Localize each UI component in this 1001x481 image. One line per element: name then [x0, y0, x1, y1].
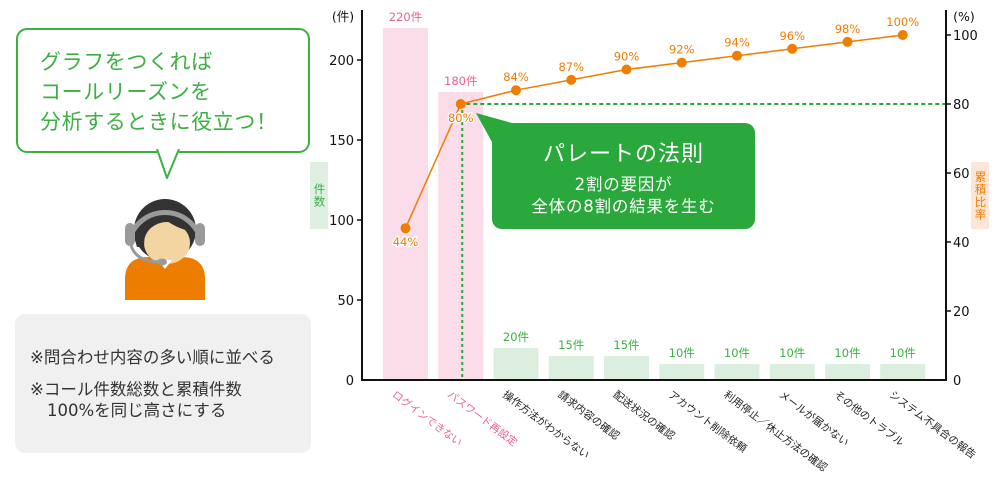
bar-value-label: 10件: [890, 346, 916, 360]
cumulative-point: [455, 99, 466, 109]
y2-tick-label: 0: [953, 374, 961, 389]
cumulative-point: [676, 57, 687, 68]
cumulative-value-label: 92%: [669, 43, 695, 57]
callout-line: 2割の要因が: [574, 175, 673, 194]
bar-4: [548, 356, 594, 380]
note-line: ※コール件数総数と累積件数: [30, 380, 242, 399]
y2-axis-unit: (%): [953, 9, 975, 24]
y2-axis-title: 累積比率: [971, 162, 989, 229]
bar-value-label: 180件: [444, 74, 477, 88]
bar-value-label: 10件: [669, 346, 695, 360]
callout-line: 全体の8割の結果を生む: [531, 197, 716, 216]
bar-3: [493, 348, 539, 380]
bar-7: [714, 364, 760, 380]
cumulative-point: [732, 50, 742, 61]
callout-title: パレートの法則: [542, 142, 704, 167]
cumulative-value-label: 44%: [393, 235, 419, 249]
cumulative-point: [511, 85, 521, 96]
speech-bubble-line: 分析するときに役立つ！: [40, 110, 278, 134]
y2-tick-label: 60: [953, 167, 970, 182]
cumulative-value-label: 94%: [724, 36, 750, 50]
note-text: ※問合わせ内容の多い順に並べる ※コール件数総数と累積件数 100%を同じ高さに…: [30, 347, 275, 421]
y-tick-label: 50: [337, 294, 354, 309]
bar-6: [659, 364, 705, 380]
bar-value-label: 20件: [503, 330, 529, 344]
cumulative-value-label: 84%: [503, 70, 529, 84]
cumulative-point: [897, 30, 908, 40]
cumulative-point: [621, 64, 632, 75]
y-tick-label: 150: [329, 134, 354, 149]
cumulative-value-label: 80%: [448, 111, 474, 125]
cumulative-point: [787, 43, 798, 54]
cumulative-value-label: 100%: [886, 15, 919, 29]
y2-tick-label: 80: [953, 98, 970, 113]
bar-9: [825, 364, 870, 380]
note-line: ※問合わせ内容の多い順に並べる: [30, 348, 275, 367]
note-spacer: [30, 368, 275, 379]
y-axis-title: 件数: [310, 162, 328, 229]
bar-value-label: 10件: [834, 346, 860, 360]
bar-10: [880, 364, 926, 380]
cumulative-point: [842, 36, 853, 47]
bar-value-label: 15件: [558, 338, 584, 352]
operator-avatar-icon: [125, 199, 205, 300]
cumulative-value-label: 87%: [558, 60, 584, 74]
speech-bubble-tail: [156, 149, 180, 179]
speech-bubble-text: グラフをつくれば コールリーズンを 分析するときに役立つ！: [40, 47, 278, 137]
y-axis-unit: (件): [332, 9, 354, 24]
x-category-label: システム不具合の報告: [887, 388, 978, 461]
bar-value-label: 220件: [389, 10, 422, 24]
y2-tick-label: 40: [953, 236, 970, 251]
x-category-label: 利用停止／休止方法の確認: [721, 388, 830, 475]
y2-tick-label: 100: [953, 29, 978, 44]
bar-value-label: 10件: [724, 346, 750, 360]
cumulative-point: [566, 74, 577, 85]
speech-bubble-line: グラフをつくれば: [40, 50, 213, 74]
bar-5: [604, 356, 649, 380]
y2-tick-label: 20: [953, 305, 970, 320]
pareto-chart: 0 50 100 150 200 0 20 40 60 80 100 (件) (%) 220件 180件 20…: [329, 9, 978, 475]
y-tick-label: 200: [329, 54, 354, 69]
speech-bubble-line: コールリーズンを: [40, 80, 212, 104]
bar-value-label: 15件: [613, 338, 639, 352]
note-line: 100%を同じ高さにする: [47, 401, 227, 420]
cumulative-point: [400, 223, 411, 234]
cumulative-value-label: 96%: [779, 29, 805, 43]
pareto-principle-callout: パレートの法則 2割の要因が 全体の8割の結果を生む: [492, 123, 755, 229]
note-box: ※問合わせ内容の多い順に並べる ※コール件数総数と累積件数 100%を同じ高さに…: [15, 314, 311, 453]
cumulative-line: [404, 34, 903, 229]
cumulative-value-label: 90%: [614, 50, 640, 64]
y-axis-title-text: 件数: [312, 183, 327, 208]
y-tick-label: 100: [329, 214, 354, 229]
cumulative-value-label: 98%: [835, 22, 861, 36]
bar-8: [769, 364, 815, 380]
speech-bubble: グラフをつくれば コールリーズンを 分析するときに役立つ！: [16, 28, 310, 153]
x-category-label: 操作方法がわからない: [500, 388, 592, 462]
y2-axis-title-text: 累積比率: [973, 170, 988, 221]
bar-1: [383, 28, 428, 380]
bar-2: [438, 92, 484, 380]
bar-value-label: 10件: [779, 346, 805, 360]
y-tick-label: 0: [346, 374, 354, 389]
